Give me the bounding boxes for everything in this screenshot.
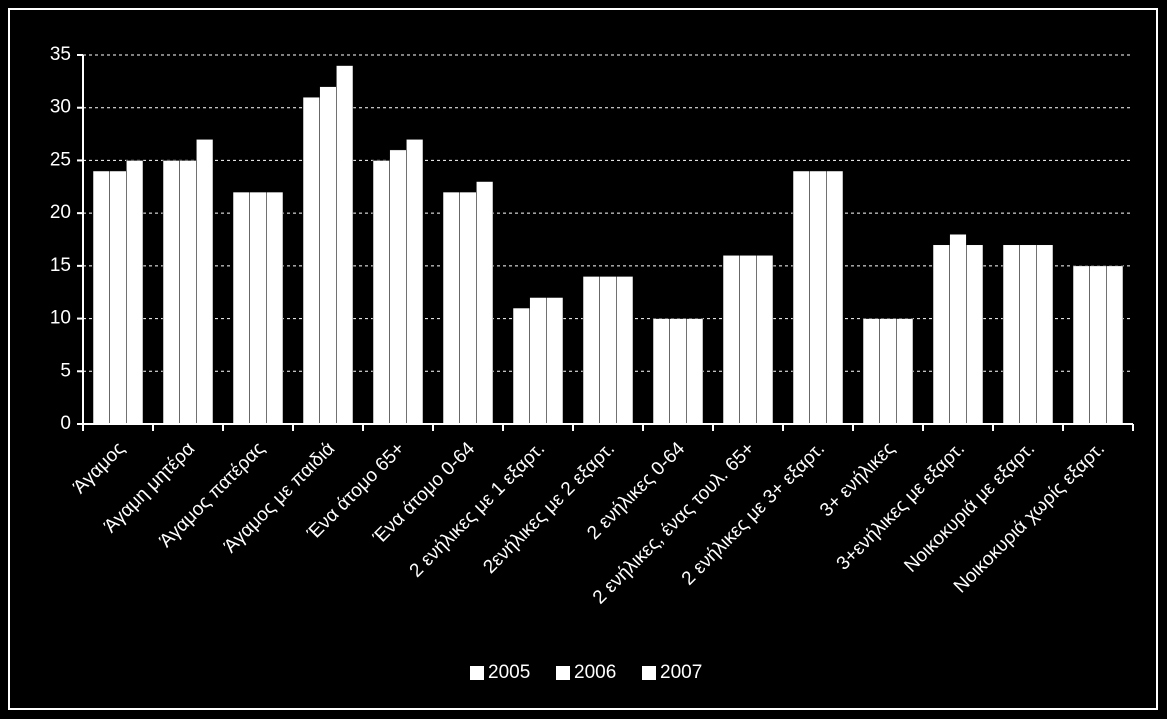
bar — [686, 318, 704, 425]
bar — [162, 160, 180, 425]
bar — [546, 297, 564, 425]
y-tick-label: 0 — [60, 413, 71, 434]
bar — [949, 233, 967, 425]
bar — [126, 160, 144, 425]
bar — [92, 170, 110, 425]
bar — [792, 170, 810, 425]
bar — [319, 86, 337, 425]
bar — [196, 139, 214, 425]
legend-swatch — [642, 666, 656, 680]
bar — [1106, 265, 1124, 425]
bar — [336, 65, 354, 425]
bar — [966, 244, 984, 425]
bar — [896, 318, 914, 425]
bar — [1036, 244, 1054, 425]
bar — [266, 191, 284, 425]
legend-label: 2005 — [488, 662, 530, 683]
y-tick-label: 20 — [50, 202, 71, 223]
y-tick-label: 30 — [50, 97, 71, 118]
y-tick-label: 15 — [50, 255, 71, 276]
frame — [8, 8, 1158, 710]
y-tick-label: 10 — [50, 308, 71, 329]
bar — [179, 160, 197, 425]
legend-label: 2007 — [660, 662, 702, 683]
bar — [879, 318, 897, 425]
bar — [932, 244, 950, 425]
bar — [652, 318, 670, 425]
bar — [476, 181, 494, 425]
legend-label: 2006 — [574, 662, 616, 683]
bar — [109, 170, 127, 425]
bar — [406, 139, 424, 425]
bar — [302, 96, 320, 425]
bar — [722, 255, 740, 425]
bar — [1019, 244, 1037, 425]
bar — [442, 191, 460, 425]
bar — [232, 191, 250, 425]
legend-swatch — [556, 666, 570, 680]
y-tick-label: 35 — [50, 44, 71, 65]
bar — [1002, 244, 1020, 425]
bar — [512, 307, 530, 425]
bar — [862, 318, 880, 425]
legend-swatch — [470, 666, 484, 680]
bar — [529, 297, 547, 425]
bar — [599, 276, 617, 425]
bar — [582, 276, 600, 425]
bar — [809, 170, 827, 425]
bar — [826, 170, 844, 425]
y-tick-label: 25 — [50, 149, 71, 170]
y-tick-label: 5 — [60, 360, 71, 381]
bar — [669, 318, 687, 425]
bar — [459, 191, 477, 425]
bar — [372, 160, 390, 425]
bar — [249, 191, 267, 425]
bar — [616, 276, 634, 425]
bar — [739, 255, 757, 425]
bar — [1072, 265, 1090, 425]
bar — [389, 149, 407, 425]
bar — [756, 255, 774, 425]
bar — [1089, 265, 1107, 425]
